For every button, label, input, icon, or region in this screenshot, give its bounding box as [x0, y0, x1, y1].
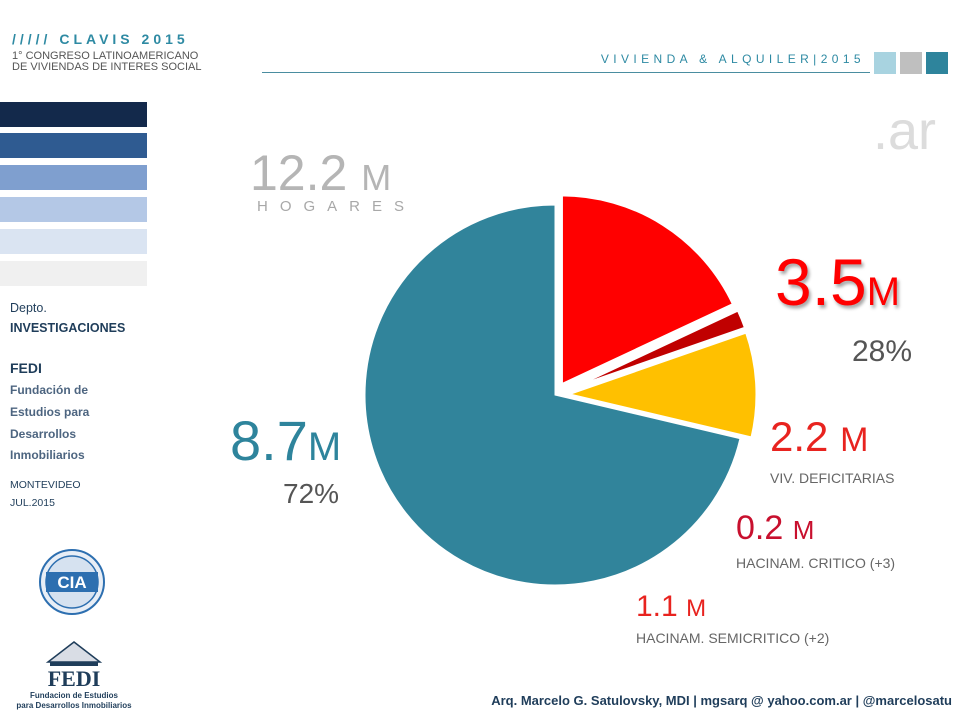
- main-unit: M: [307, 425, 342, 469]
- deficit-unit: M: [866, 270, 901, 314]
- sidebar-org-line2: Estudios para: [10, 405, 90, 419]
- hacinam-critico-label: 0.2 M: [736, 508, 814, 550]
- sidebar-color-bar-6: [0, 261, 147, 286]
- header-square-2: [900, 52, 922, 74]
- total-value: 12.2: [250, 145, 348, 201]
- header-subtitle-line2: DE VIVIENDAS DE INTERES SOCIAL: [12, 61, 202, 73]
- sidebar-city: MONTEVIDEO: [10, 479, 81, 491]
- main-value: 8.7: [230, 409, 308, 472]
- sidebar-color-bar-3: [0, 165, 147, 190]
- sidebar-org-line4: Inmobiliarios: [10, 448, 85, 462]
- viv-caption: VIV. DEFICITARIAS: [770, 470, 895, 486]
- footer-credit: Arq. Marcelo G. Satulovsky, MDI | mgsarq…: [491, 693, 952, 708]
- semi-unit: M: [686, 595, 707, 622]
- sidebar-color-bar-1: [0, 102, 147, 127]
- fedi-logo: FEDI Fundacion de Estudios para Desarrol…: [16, 641, 132, 710]
- main-slice-label: 8.7M: [230, 410, 341, 478]
- deficit-total-label: 3.5M: [775, 245, 900, 329]
- main-slice-pct: 72%: [283, 478, 340, 509]
- total-households-label: 12.2 M: [250, 145, 391, 206]
- semi-caption: HACINAM. SEMICRITICO (+2): [636, 630, 830, 646]
- pie-slice-hacinam-critico-3: [565, 307, 748, 392]
- header-right-title: VIVIENDA & ALQUILER|2015: [600, 52, 865, 66]
- viv-deficitarias-label: 2.2 M: [770, 413, 868, 464]
- sidebar-org-short: FEDI: [10, 360, 42, 376]
- crit-unit: M: [792, 515, 815, 545]
- header-divider: [262, 72, 870, 73]
- header-square-1: [874, 52, 896, 74]
- sidebar-org-line3: Desarrollos: [10, 427, 77, 441]
- sidebar-color-bar-2: [0, 133, 147, 158]
- pie-slice-main: [364, 204, 741, 586]
- total-caption: HOGARES: [257, 198, 417, 215]
- sidebar-dept-name: INVESTIGACIONES: [10, 321, 126, 335]
- header-square-3: [926, 52, 948, 74]
- sidebar-color-bar-4: [0, 197, 147, 222]
- sidebar-date: JUL.2015: [10, 497, 55, 509]
- viv-unit: M: [840, 421, 869, 459]
- header-title: ///// CLAVIS 2015: [12, 31, 189, 47]
- sidebar-color-bar-5: [0, 229, 147, 254]
- pie-slice-viv-deficitarias: [559, 195, 736, 388]
- fedi-logo-title: FEDI: [48, 666, 101, 691]
- viv-value: 2.2: [770, 413, 829, 460]
- deficit-value: 3.5: [775, 245, 867, 319]
- cia-logo-text: CIA: [57, 573, 86, 592]
- total-unit: M: [361, 157, 392, 198]
- pie-slice-hacinam-semicritico-2: [561, 330, 759, 440]
- pie-chart: [364, 195, 759, 586]
- fedi-logo-line1: Fundacion de Estudios: [30, 691, 119, 700]
- sidebar-org-line1: Fundación de: [10, 383, 88, 397]
- crit-value: 0.2: [736, 509, 784, 547]
- deficit-pct: 28%: [852, 335, 913, 368]
- cia-logo: CIA: [39, 549, 105, 615]
- semi-value: 1.1: [636, 590, 678, 623]
- fedi-logo-line2: para Desarrollos Inmobiliarios: [16, 701, 132, 710]
- hacinam-semicritico-label: 1.1 M: [636, 590, 706, 626]
- domain-suffix: .ar: [873, 101, 937, 161]
- crit-caption: HACINAM. CRITICO (+3): [736, 555, 896, 571]
- header-subtitle-line1: 1° CONGRESO LATINOAMERICANO: [12, 50, 199, 62]
- sidebar-dept-label: Depto.: [10, 301, 47, 315]
